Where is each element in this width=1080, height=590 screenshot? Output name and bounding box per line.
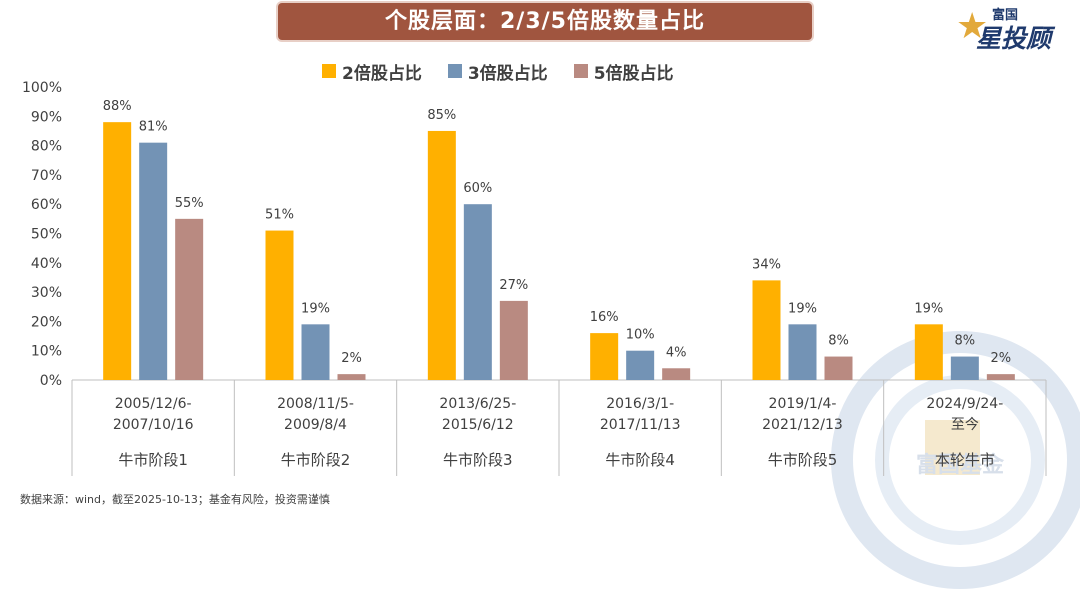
bar bbox=[175, 218, 204, 380]
legend-item-3x: 3倍股占比 bbox=[447, 59, 548, 84]
x-tick-label: 2013/6/25- bbox=[439, 396, 516, 412]
data-label: 19% bbox=[788, 301, 817, 316]
bar bbox=[590, 333, 619, 380]
data-label: 85% bbox=[427, 108, 456, 123]
x-phase-label: 牛市阶段4 bbox=[605, 451, 675, 469]
y-tick-label: 50% bbox=[31, 227, 62, 243]
data-label: 60% bbox=[463, 181, 492, 196]
bar bbox=[103, 122, 132, 380]
chart-legend: 2倍股占比 3倍股占比 5倍股占比 bbox=[322, 59, 674, 84]
legend-label-5x: 5倍股占比 bbox=[593, 63, 674, 84]
legend-label-3x: 3倍股占比 bbox=[467, 63, 548, 84]
data-label: 4% bbox=[666, 345, 687, 360]
legend-swatch-3x bbox=[447, 64, 462, 78]
brand-small-text: 富国 bbox=[992, 8, 1019, 23]
legend-label-2x: 2倍股占比 bbox=[342, 63, 422, 84]
bar bbox=[824, 356, 853, 380]
star-icon: ★ bbox=[956, 6, 989, 47]
bar bbox=[986, 374, 1015, 380]
x-phase-label: 牛市阶段2 bbox=[281, 451, 351, 469]
data-label: 2% bbox=[341, 351, 362, 366]
data-label: 88% bbox=[103, 99, 132, 114]
x-tick-label: 2015/6/12 bbox=[442, 417, 514, 433]
y-tick-label: 10% bbox=[31, 344, 62, 360]
brand-logo: ★ 富国 星投顾 bbox=[956, 4, 1066, 54]
bar bbox=[265, 230, 294, 380]
x-phase-label: 牛市阶段3 bbox=[443, 451, 513, 469]
x-tick-label: 2009/8/4 bbox=[284, 417, 347, 433]
legend-swatch-2x bbox=[322, 64, 336, 78]
bar bbox=[626, 350, 655, 380]
bar bbox=[427, 130, 456, 380]
bar bbox=[662, 368, 691, 380]
x-tick-label: 2024/9/24- bbox=[926, 396, 1003, 412]
y-tick-label: 20% bbox=[31, 314, 62, 330]
bar bbox=[752, 280, 781, 380]
y-tick-label: 40% bbox=[31, 256, 62, 272]
data-label: 2% bbox=[991, 351, 1012, 366]
watermark-text: 富国基金 bbox=[916, 452, 1005, 478]
data-label: 19% bbox=[914, 301, 943, 316]
data-label: 27% bbox=[499, 278, 528, 293]
bar bbox=[788, 324, 817, 380]
data-label: 34% bbox=[752, 257, 781, 272]
x-phase-label: 本轮牛市 bbox=[935, 451, 995, 469]
x-tick-label: 2007/10/16 bbox=[113, 417, 194, 433]
data-label: 51% bbox=[265, 208, 294, 223]
x-tick-label: 2016/3/1- bbox=[606, 396, 674, 412]
legend-item-2x: 2倍股占比 bbox=[322, 59, 422, 84]
source-footnote: 数据来源：wind，截至2025-10-13；基金有风险，投资需谨慎 bbox=[20, 493, 330, 506]
data-label: 8% bbox=[828, 334, 849, 349]
x-tick-label: 2017/11/13 bbox=[600, 417, 681, 433]
y-tick-label: 70% bbox=[31, 168, 62, 184]
y-tick-label: 60% bbox=[31, 197, 62, 213]
y-tick-label: 0% bbox=[40, 373, 62, 389]
legend-swatch-5x bbox=[573, 64, 588, 78]
x-tick-label: 2019/1/4- bbox=[769, 396, 837, 412]
bar bbox=[950, 356, 979, 380]
legend-item-5x: 5倍股占比 bbox=[573, 59, 674, 84]
data-label: 10% bbox=[626, 328, 655, 343]
brand-name: 星投顾 bbox=[976, 24, 1052, 53]
x-tick-label: 2005/12/6- bbox=[115, 396, 192, 412]
x-phase-label: 牛市阶段5 bbox=[768, 451, 838, 469]
data-label: 8% bbox=[955, 334, 976, 349]
bar bbox=[301, 324, 330, 380]
data-label: 81% bbox=[139, 120, 168, 135]
x-tick-label: 2021/12/13 bbox=[762, 417, 843, 433]
x-phase-label: 牛市阶段1 bbox=[118, 451, 188, 469]
data-label: 55% bbox=[175, 196, 204, 211]
y-tick-label: 80% bbox=[31, 139, 62, 155]
bar bbox=[337, 374, 366, 380]
chart-title: 个股层面：2/3/5倍股数量占比 bbox=[278, 3, 812, 40]
data-label: 19% bbox=[301, 301, 330, 316]
bar bbox=[499, 300, 528, 380]
x-tick-label: 2008/11/5- bbox=[277, 396, 354, 412]
data-label: 16% bbox=[590, 310, 619, 325]
x-tick-label: 至今 bbox=[951, 417, 979, 433]
y-tick-label: 90% bbox=[31, 109, 62, 125]
bar-chart: 0% 10% 20% 30% 40% 50% 60% 70% 80% 90% 100% 88% 81% 5… bbox=[22, 80, 1047, 476]
bar bbox=[139, 142, 168, 380]
bar bbox=[914, 324, 943, 380]
y-tick-label: 100% bbox=[22, 80, 62, 96]
bar bbox=[463, 204, 492, 380]
y-tick-label: 30% bbox=[31, 285, 62, 301]
